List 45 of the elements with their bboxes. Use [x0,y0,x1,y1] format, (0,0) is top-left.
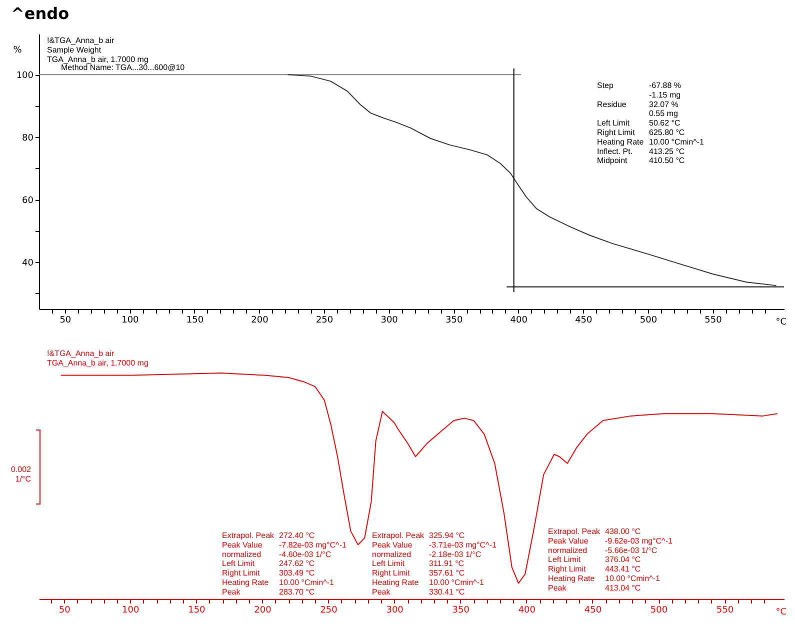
x-tick-label: 450 [575,316,593,326]
x-axis-title: °C [776,608,786,618]
chart-title: ^endo [10,4,70,23]
y-tick-label: 80 [22,134,34,144]
y-axis-title: % [13,46,22,56]
x-tick-label: 350 [452,606,470,616]
annotation: 438.00 °C -9.62e-03 mg°C^-1 -5.66e-03 1/°C 376.04 °C 443.41 °C 10.00 °Cmin^-1 413.04 °C [605,527,673,592]
annotation: Extrapol. Peak Peak Value normalized Left Limit Right Limit Heating Rate Peak [372,531,426,596]
text: !&TGA_Anna_b air TGA_Anna_b air, 1.7000 mg [47,349,148,368]
x-tick-label: 100 [122,606,140,616]
y-tick-label: 100 [16,71,34,82]
x-tick-label: 150 [188,606,206,616]
x-tick-label: 300 [380,316,398,326]
x-tick-label: 50 [60,316,72,326]
x-tick-label: 100 [122,316,140,326]
x-tick-label: 200 [254,606,272,616]
x-tick-label: 200 [251,316,269,326]
annotation: Extrapol. Peak Peak Value normalized Left Limit Right Limit Heating Rate Peak [548,527,602,592]
line-series [287,74,777,286]
x-tick-label: 500 [640,316,658,326]
x-tick-label: 150 [186,316,204,326]
x-tick-label: 350 [446,316,463,326]
annotation: 325.94 °C -3.71e-03 mg°C^-1 -2.18e-03 1/°C 311.91 °C 357.61 °C 10.00 °Cmin^-1 330.41 °C [429,531,497,596]
x-tick-label: 550 [716,606,734,616]
x-tick-label: 250 [316,316,334,326]
annotation: 272.40 °C -7.82e-03 mg°C^-1 -4.60e-03 1/°C 247.62 °C 303.49 °C 10.00 °Cmin^-1 283.70 °C [279,531,347,596]
text: 0.002 1/°C [10,465,32,484]
annotation: !&TGA_Anna_b air Sample Weight TGA_Anna_b air, 1.7000 mg [47,36,148,64]
x-tick-label: 450 [584,606,602,616]
x-tick-label: 400 [518,606,536,616]
y-tick-label: 60 [22,196,34,206]
x-tick-label: 400 [510,316,528,326]
text: -67.88 % -1.15 mg 32.07 % 0.55 mg 50.62 °C 625.80 °C 10.00 °Cmin^-1 413.25 °C 410.50 °C [649,81,704,166]
x-tick-label: 500 [650,606,668,616]
x-tick-label: 300 [386,606,404,616]
y-tick-label: 40 [22,258,34,269]
annotation: Extrapol. Peak Peak Value normalized Left Limit Right Limit Heating Rate Peak [222,531,276,596]
x-tick-label: 550 [704,316,722,326]
annotation: Residue [597,100,627,109]
x-tick-label: 250 [320,606,338,616]
annotation: Method Name: TGA...30...600@10 [61,63,186,72]
x-tick-label: 50 [58,606,71,616]
annotation: Step [597,81,614,90]
annotation: Left Limit Right Limit Heating Rate Inflect. Pt. Midpoint [597,118,644,166]
x-axis-title: °C [776,318,786,328]
